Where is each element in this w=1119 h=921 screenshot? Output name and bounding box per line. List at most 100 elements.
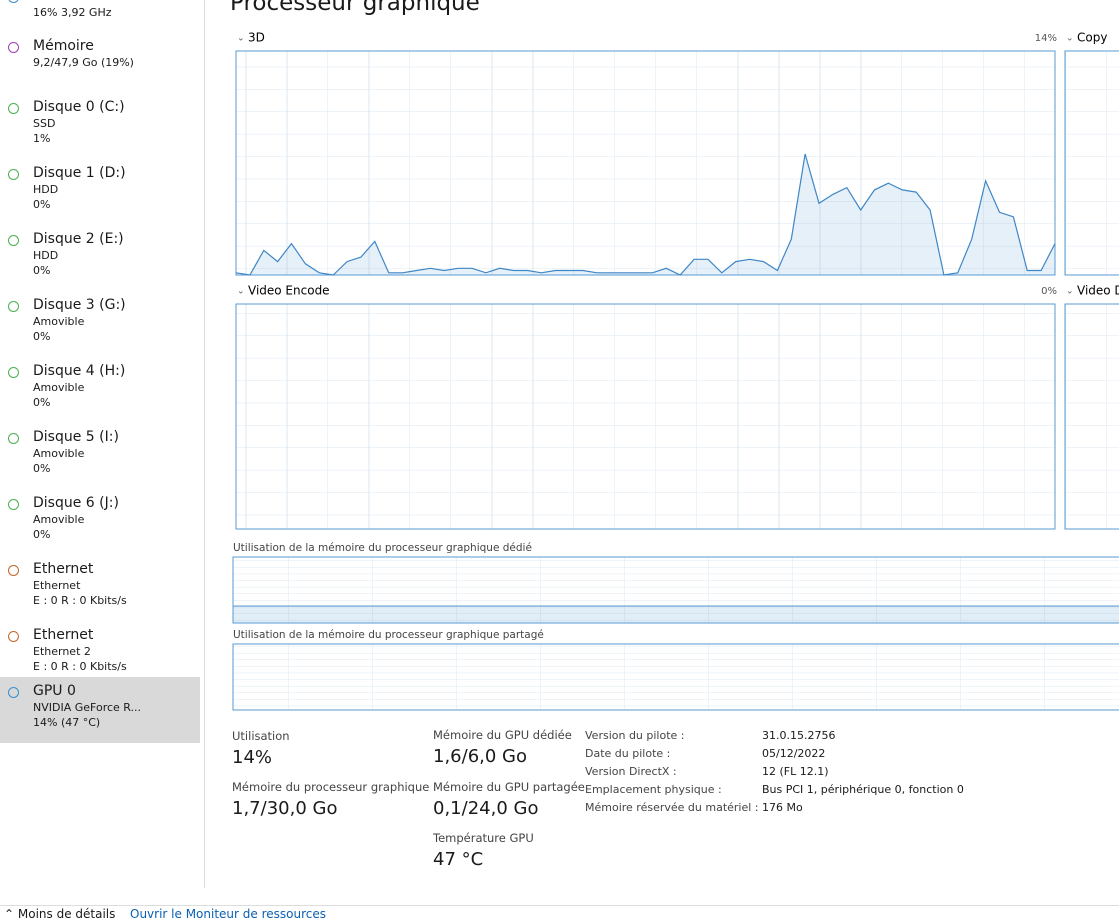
info-label: Emplacement physique : <box>585 783 722 796</box>
item-detail: E : 0 R : 0 Kbits/s <box>33 594 127 607</box>
item-detail: Amovible <box>33 513 85 526</box>
less-details-text[interactable]: Moins de détails <box>17 907 116 921</box>
item-detail: 0% <box>33 396 51 409</box>
page-title: Processeur graphique <box>230 0 480 16</box>
item-name: Disque 2 (E:) <box>33 231 124 247</box>
item-detail: Amovible <box>33 381 85 394</box>
status-dot <box>8 42 19 53</box>
engine-name: Video Decode <box>1077 284 1119 298</box>
item-detail: Amovible <box>33 447 85 460</box>
sidebar-item[interactable]: Disque 2 (E:) HDD 0% <box>0 221 200 287</box>
item-name: Ethernet <box>33 627 94 643</box>
item-detail: Ethernet <box>33 579 81 592</box>
status-dot <box>8 631 19 642</box>
info-value: 05/12/2022 <box>762 747 826 760</box>
stat-label: Mémoire du GPU dédiée <box>433 728 572 742</box>
sidebar-item[interactable]: GPU 0 NVIDIA GeForce R... 14% (47 °C) <box>0 677 200 743</box>
status-dot <box>8 169 19 180</box>
engine-current: 0% <box>1041 286 1057 297</box>
sidebar: Processeur 16% 3,92 GHz Mémoire 9,2/47,9 Go… <box>0 0 205 888</box>
engine-chevron: ⌄ <box>1066 287 1074 297</box>
status-dot <box>8 0 19 3</box>
engine-chevron: ⌄ <box>237 287 245 297</box>
less-details[interactable]: ⌃ Moins de détails <box>4 907 116 921</box>
resource-monitor-link[interactable]: Ouvrir le Moniteur de ressources <box>130 907 326 921</box>
item-detail: Ethernet 2 <box>33 645 91 658</box>
engine-name: 3D <box>248 31 265 45</box>
memory-fill <box>232 605 1119 624</box>
item-detail: 0% <box>33 264 51 277</box>
item-detail: 0% <box>33 330 51 343</box>
engine-chevron: ⌄ <box>237 34 245 44</box>
sidebar-item[interactable]: Disque 1 (D:) HDD 0% <box>0 155 200 221</box>
stat-value: 1,6/6,0 Go <box>433 746 527 767</box>
sidebar-item[interactable]: Disque 3 (G:) Amovible 0% <box>0 287 200 353</box>
stat-value: 47 °C <box>433 849 484 870</box>
stat-label: Température GPU <box>433 831 534 845</box>
engine-grid <box>235 50 1056 276</box>
info-label: Version DirectX : <box>585 765 677 778</box>
engine-chevron: ⌄ <box>1066 34 1074 44</box>
item-name: Disque 6 (J:) <box>33 495 119 511</box>
sidebar-item[interactable]: Disque 4 (H:) Amovible 0% <box>0 353 200 419</box>
item-name: Disque 1 (D:) <box>33 165 126 181</box>
engine-grid <box>235 303 1056 530</box>
item-detail: 1% <box>33 132 51 145</box>
stat-value: 14% <box>232 747 273 768</box>
item-detail: Amovible <box>33 315 85 328</box>
item-name: Ethernet <box>33 561 94 577</box>
sidebar-item[interactable]: Ethernet Ethernet 2 E : 0 R : 0 Kbits/s <box>0 617 200 683</box>
info-value: 31.0.15.2756 <box>762 729 836 742</box>
stat-label: Utilisation <box>232 729 290 743</box>
engine-area <box>236 154 1055 275</box>
status-dot <box>8 499 19 510</box>
stat-label: Mémoire du processeur graphique <box>232 780 430 794</box>
footer-divider <box>0 905 1119 906</box>
item-name: Disque 3 (G:) <box>33 297 126 313</box>
item-detail: E : 0 R : 0 Kbits/s <box>33 660 127 673</box>
engine-grid <box>1064 303 1119 530</box>
sidebar-item[interactable]: Ethernet Ethernet E : 0 R : 0 Kbits/s <box>0 551 200 617</box>
sidebar-item[interactable]: Disque 0 (C:) SSD 1% <box>0 89 200 155</box>
status-dot <box>8 103 19 114</box>
info-label: Version du pilote : <box>585 729 685 742</box>
info-label: Mémoire réservée du matériel : <box>585 801 759 814</box>
item-name: GPU 0 <box>33 683 76 699</box>
memory-graph-label: Utilisation de la mémoire du processeur … <box>233 629 544 641</box>
sidebar-item[interactable]: Mémoire 9,2/47,9 Go (19%) <box>0 38 200 104</box>
item-detail: 14% (47 °C) <box>33 716 101 729</box>
item-detail: HDD <box>33 183 59 196</box>
item-detail: 0% <box>33 462 51 475</box>
status-dot <box>8 367 19 378</box>
sidebar-item[interactable]: Processeur 16% 3,92 GHz <box>0 0 200 54</box>
item-detail: SSD <box>33 117 56 130</box>
item-name: Disque 0 (C:) <box>33 99 125 115</box>
sidebar-item[interactable]: Disque 5 (I:) Amovible 0% <box>0 419 200 485</box>
memory-graph-label: Utilisation de la mémoire du processeur … <box>233 542 532 554</box>
memory-graph <box>232 643 1119 711</box>
info-value: 12 (FL 12.1) <box>762 765 829 778</box>
item-detail: 9,2/47,9 Go (19%) <box>33 56 134 69</box>
sidebar-item[interactable]: Disque 6 (J:) Amovible 0% <box>0 485 200 551</box>
stat-value: 0,1/24,0 Go <box>433 798 539 819</box>
item-detail: 0% <box>33 528 51 541</box>
engine-line <box>235 153 1056 276</box>
status-dot <box>8 565 19 576</box>
info-value: Bus PCI 1, périphérique 0, fonction 0 <box>762 783 964 796</box>
item-detail: 0% <box>33 198 51 211</box>
status-dot <box>8 301 19 312</box>
info-value: 176 Mo <box>762 801 803 814</box>
item-detail: NVIDIA GeForce R... <box>33 701 142 714</box>
item-name: Disque 4 (H:) <box>33 363 126 379</box>
item-name: Processeur <box>33 0 109 4</box>
item-name: Mémoire <box>33 38 94 54</box>
status-dot <box>8 433 19 444</box>
item-name: Disque 5 (I:) <box>33 429 119 445</box>
status-dot <box>8 235 19 246</box>
engine-grid <box>1064 50 1119 276</box>
memory-graph <box>232 556 1119 624</box>
engine-name: Video Encode <box>248 284 330 298</box>
stat-label: Mémoire du GPU partagée <box>433 780 585 794</box>
